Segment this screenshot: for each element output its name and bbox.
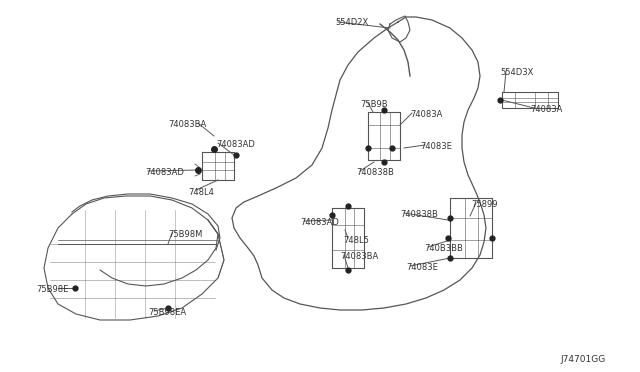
Text: 74083BA: 74083BA <box>168 120 206 129</box>
Text: 748L4: 748L4 <box>188 188 214 197</box>
Text: 75899: 75899 <box>471 200 497 209</box>
Text: 74083AD: 74083AD <box>145 168 184 177</box>
Text: J74701GG: J74701GG <box>560 355 605 364</box>
Text: 740838B: 740838B <box>356 168 394 177</box>
Text: 75B9B: 75B9B <box>360 100 388 109</box>
Text: 740838B: 740838B <box>400 210 438 219</box>
Text: 74083A: 74083A <box>530 105 563 114</box>
Text: 75B98EA: 75B98EA <box>148 308 186 317</box>
Text: 75B98M: 75B98M <box>168 230 202 239</box>
Text: 554D2X: 554D2X <box>335 18 368 27</box>
Text: 74083BA: 74083BA <box>340 252 378 261</box>
Text: 74083AD: 74083AD <box>216 140 255 149</box>
Text: 740B3BB: 740B3BB <box>424 244 463 253</box>
Text: 75B98E: 75B98E <box>36 285 68 294</box>
Text: 74083A: 74083A <box>410 110 442 119</box>
Text: 554D3X: 554D3X <box>500 68 533 77</box>
Text: 748L5: 748L5 <box>343 236 369 245</box>
Text: 74083E: 74083E <box>420 142 452 151</box>
Text: 74083AD: 74083AD <box>300 218 339 227</box>
Text: 74083E: 74083E <box>406 263 438 272</box>
